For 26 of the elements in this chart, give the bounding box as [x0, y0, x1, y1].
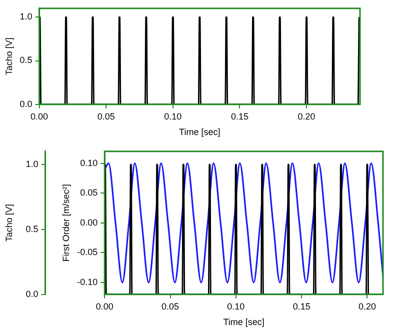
x-tick-label: 0.05 — [162, 301, 180, 312]
y-tick-label: 0.0 — [20, 98, 32, 109]
y-tick-label: 0.5 — [20, 55, 32, 66]
y-axis-title: Tacho [V] — [4, 38, 14, 76]
y-tick-label: 0.5 — [26, 224, 38, 234]
y2-axis-title: First Order [m/sec²] — [61, 184, 72, 262]
x-tick-label: 0.20 — [358, 301, 376, 312]
x-tick-label: 0.15 — [292, 301, 310, 312]
x-tick-label: 0.20 — [298, 111, 316, 122]
x-tick-label: 0.15 — [230, 111, 249, 122]
y-tick-label: 1.0 — [20, 12, 32, 22]
y-tick-label: 0.0 — [26, 288, 38, 299]
x-tick-label: 0.00 — [96, 301, 114, 312]
x-tick-label: 0.10 — [227, 301, 245, 312]
y2-tick-label: 0.00 — [80, 217, 98, 228]
x-axis-title: Time [sec] — [179, 127, 220, 138]
x-tick-label: 0.10 — [164, 111, 182, 122]
x-tick-label: 0.05 — [97, 111, 115, 122]
y-axis-title: Tacho [V] — [4, 204, 14, 242]
y2-tick-label: -0.10 — [77, 276, 98, 287]
y2-tick-label: 0.05 — [80, 188, 98, 198]
y2-tick-label: 0.10 — [80, 158, 98, 168]
y2-tick-label: -0.05 — [77, 247, 98, 258]
y-tick-label: 1.0 — [26, 158, 38, 169]
x-tick-label: 0.00 — [30, 111, 48, 122]
x-axis-title: Time [sec] — [223, 317, 264, 328]
